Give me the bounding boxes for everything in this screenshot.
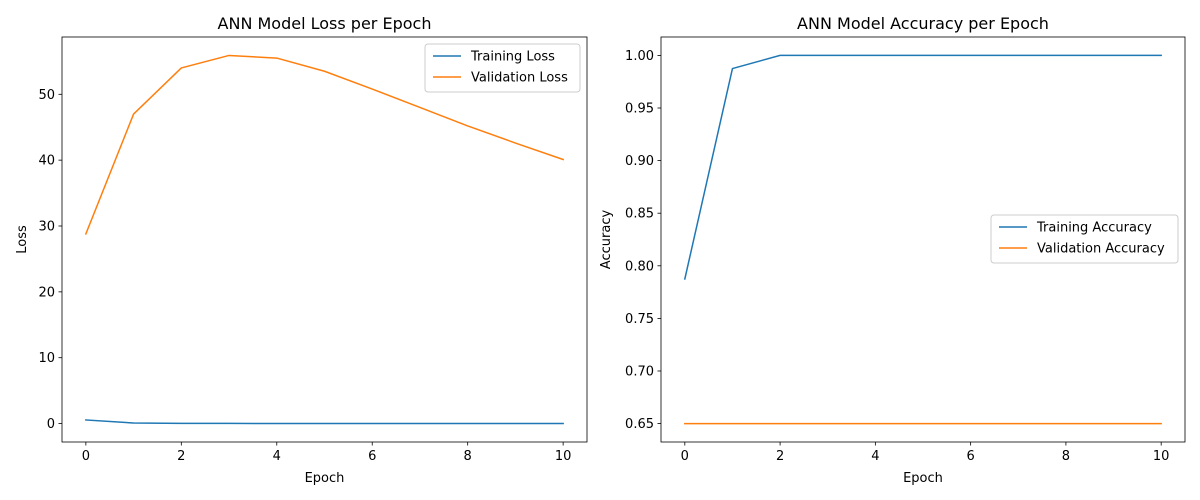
- chart-title: ANN Model Accuracy per Epoch: [797, 14, 1049, 33]
- y-tick-label: 0.85: [625, 207, 654, 222]
- chart-title: ANN Model Loss per Epoch: [218, 14, 432, 33]
- y-axis-label: Accuracy: [599, 210, 614, 270]
- y-tick-label: 10: [38, 351, 55, 366]
- y-tick-label: 0: [47, 417, 55, 432]
- y-tick-label: 0.90: [625, 154, 654, 169]
- x-tick-label: 2: [177, 449, 185, 464]
- legend-label-validation-accuracy: Validation Accuracy: [1037, 242, 1165, 257]
- x-axis-label: Epoch: [305, 471, 345, 486]
- x-tick-label: 10: [555, 449, 572, 464]
- x-tick-label: 4: [273, 449, 281, 464]
- legend-box: [990, 214, 1179, 264]
- x-tick-label: 4: [871, 449, 879, 464]
- legend-box: [424, 43, 581, 93]
- x-tick-label: 0: [82, 449, 90, 464]
- x-tick-label: 0: [681, 449, 689, 464]
- y-tick-label: 30: [38, 220, 55, 235]
- accuracy-chart: 0 2 4 6 8 10 0.65 0.70 0.75 0.80 0.85 0.90 0.95 1.00 A…: [599, 14, 1186, 486]
- x-tick-label: 10: [1153, 449, 1170, 464]
- legend-label-training-loss: Training Loss: [470, 50, 555, 65]
- legend: Training Loss Validation Loss: [424, 43, 581, 93]
- y-tick-label: 0.65: [625, 417, 654, 432]
- y-tick-label: 1.00: [625, 49, 654, 64]
- y-tick-label: 0.75: [625, 312, 654, 327]
- y-axis-label: Loss: [15, 225, 30, 254]
- axes-frame: [660, 36, 1186, 443]
- y-tick-label: 20: [38, 285, 55, 300]
- loss-chart: 0 2 4 6 8 10 0 10 20 30 40 50 ANN Model Loss per Epo…: [15, 14, 588, 486]
- x-tick-label: 6: [966, 449, 974, 464]
- legend-label-validation-loss: Validation Loss: [471, 71, 568, 86]
- y-tick-label: 0.80: [625, 259, 654, 274]
- series-line-validation-loss: [84, 54, 565, 235]
- legend-label-training-accuracy: Training Accuracy: [1036, 221, 1152, 236]
- series-line-training-accuracy: [683, 54, 1162, 280]
- axes-frame: [61, 36, 588, 443]
- y-tick-label: 0.95: [625, 102, 654, 117]
- x-axis-label: Epoch: [903, 471, 943, 486]
- y-tick-label: 50: [38, 88, 55, 103]
- y-tick-label: 40: [38, 154, 55, 169]
- legend: Training Accuracy Validation Accuracy: [990, 214, 1179, 264]
- x-tick-label: 8: [464, 449, 472, 464]
- x-tick-label: 6: [368, 449, 376, 464]
- x-tick-label: 2: [776, 449, 784, 464]
- series-line-training-loss: [85, 419, 564, 425]
- y-tick-label: 0.70: [625, 364, 654, 379]
- x-tick-label: 8: [1062, 449, 1070, 464]
